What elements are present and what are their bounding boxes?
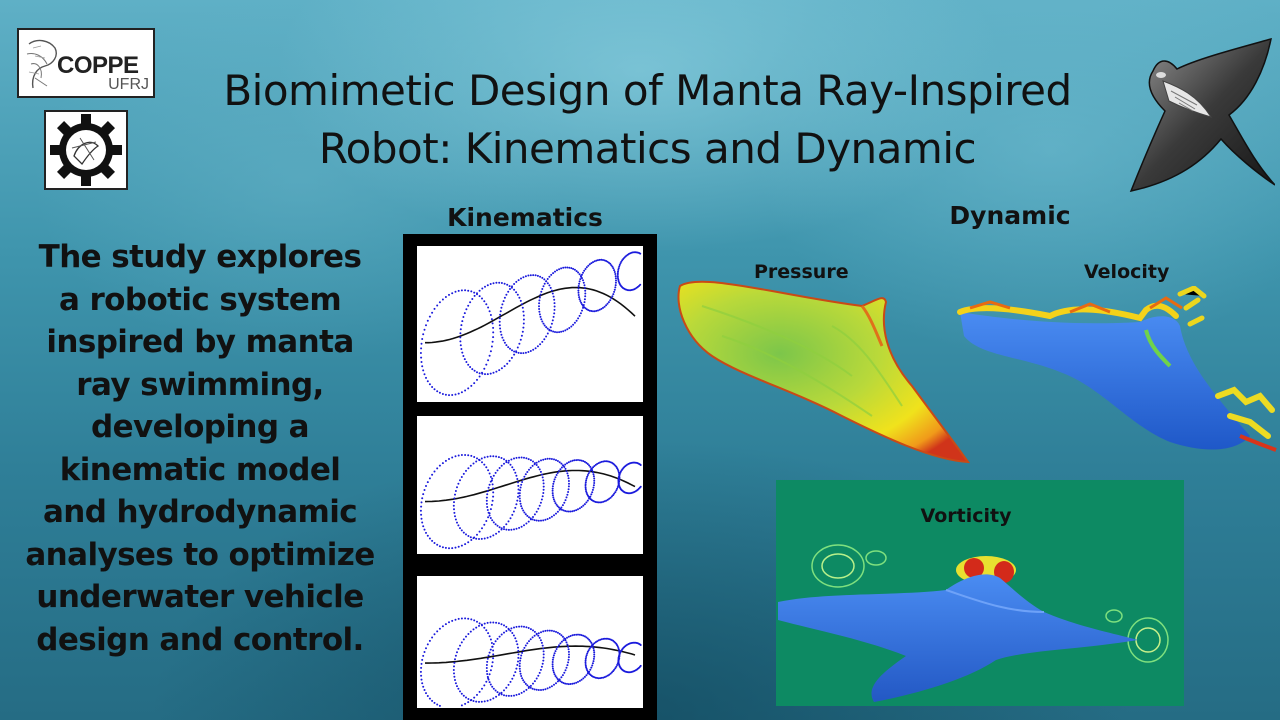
title-line-1: Biomimetic Design of Manta Ray-Inspired <box>160 62 1135 120</box>
trajectory-loop <box>617 642 641 674</box>
description-line: a robotic system <box>14 279 386 322</box>
description-line: design and control. <box>14 619 386 662</box>
coppe-logo: COPPE UFRJ <box>17 28 155 98</box>
title-line-2: Robot: Kinematics and Dynamic <box>160 120 1135 178</box>
trajectory-loop <box>552 634 596 686</box>
trajectory-plot <box>417 246 643 402</box>
fin-centreline-path <box>425 288 635 343</box>
trajectory-loop <box>459 282 525 375</box>
kinematics-heading: Kinematics <box>410 203 640 232</box>
dynamic-heading: Dynamic <box>920 201 1100 230</box>
description-line: The study explores <box>14 236 386 279</box>
description-line: underwater vehicle <box>14 576 386 619</box>
slide-title: Biomimetic Design of Manta Ray-Inspired … <box>160 62 1135 178</box>
kinematics-panels <box>403 234 657 720</box>
trajectory-loop <box>617 462 641 495</box>
pressure-contour-render <box>672 266 972 466</box>
trajectory-loop <box>552 459 596 513</box>
manta-ray-image <box>1125 35 1275 195</box>
gear-icon <box>46 112 126 188</box>
description-line: kinematic model <box>14 449 386 492</box>
trajectory-loop <box>617 251 641 291</box>
fin-centreline-path <box>425 646 635 663</box>
description-line: and hydrodynamic <box>14 491 386 534</box>
vorticity-isosurface-render <box>776 480 1184 706</box>
coppe-logo-sub: UFRJ <box>108 76 149 94</box>
trajectory-loop <box>486 626 545 697</box>
trajectory-plot <box>417 576 643 708</box>
trajectory-loop <box>486 457 545 531</box>
trajectory-plot <box>417 416 643 554</box>
vorticity-panel: Vorticity <box>776 480 1184 706</box>
kinematics-plot-2 <box>417 416 643 554</box>
fin-centreline-path <box>425 471 635 502</box>
description-line: ray swimming, <box>14 364 386 407</box>
trajectory-loop <box>585 638 621 680</box>
velocity-label: Velocity <box>1084 261 1169 283</box>
description-paragraph: The study explores a robotic system insp… <box>14 236 386 661</box>
velocity-isosurface-render <box>950 286 1280 466</box>
description-line: inspired by manta <box>14 321 386 364</box>
engineering-logo <box>44 110 128 190</box>
kinematics-plot-1 <box>417 246 643 402</box>
description-line: analyses to optimize <box>14 534 386 577</box>
trajectory-loop <box>499 274 556 354</box>
trajectory-loop <box>453 622 520 703</box>
description-line: developing a <box>14 406 386 449</box>
kinematics-plot-3 <box>417 576 643 708</box>
